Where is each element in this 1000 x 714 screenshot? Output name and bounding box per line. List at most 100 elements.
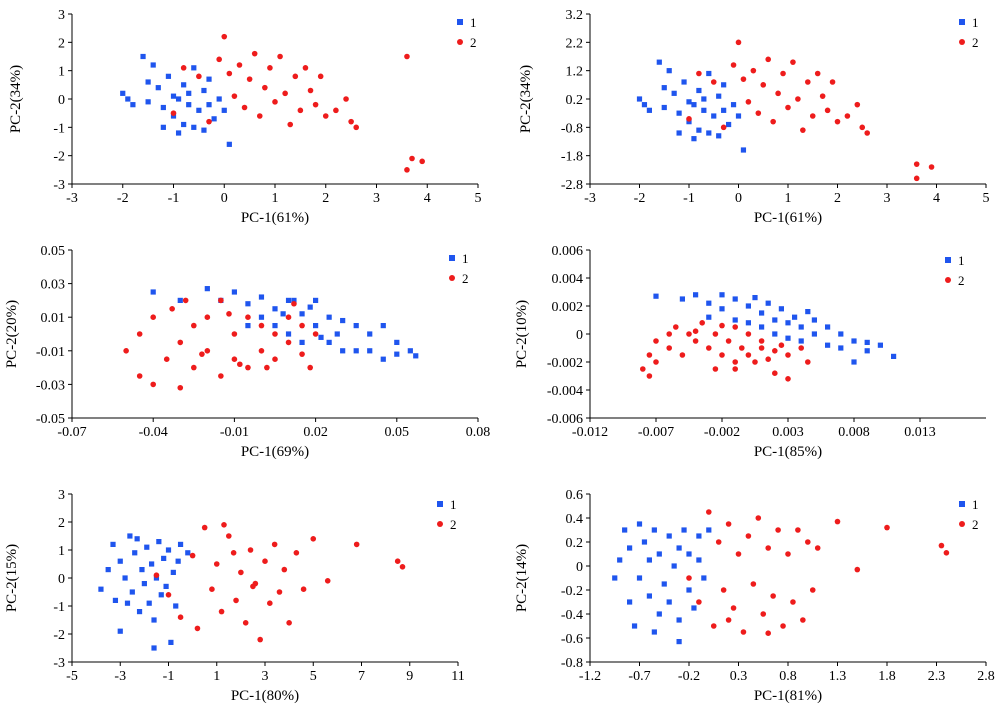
x-tick-label: 0 xyxy=(221,191,228,206)
data-point-series-2 xyxy=(795,527,801,533)
data-point-series-1 xyxy=(367,348,373,354)
data-point-series-2 xyxy=(646,352,653,358)
data-point-series-1 xyxy=(245,301,251,307)
data-point-series-1 xyxy=(221,107,227,113)
data-point-series-2 xyxy=(238,569,244,576)
data-point-series-1 xyxy=(706,130,712,136)
legend-marker-square xyxy=(449,255,455,261)
data-point-series-2 xyxy=(706,345,712,351)
data-point-series-2 xyxy=(182,297,189,304)
data-point-series-1 xyxy=(98,586,104,592)
data-point-series-2 xyxy=(221,33,228,40)
data-point-series-1 xyxy=(170,569,176,575)
x-tick-label: 3 xyxy=(262,669,269,684)
data-point-series-2 xyxy=(258,348,265,354)
data-point-series-1 xyxy=(679,296,685,302)
data-point-series-1 xyxy=(811,317,817,323)
data-point-series-2 xyxy=(679,352,686,358)
data-point-series-1 xyxy=(299,311,305,317)
data-point-series-1 xyxy=(112,597,119,603)
scatter-panel-2: -3 -2 -1 0 1 2 3 4 5 -2.8 -1.8 -0.8 0.2 1.2 2.2 3.2 PC-1… xyxy=(518,8,990,226)
data-point-series-2 xyxy=(755,515,762,521)
data-point-series-2 xyxy=(191,322,197,329)
y-tick-label: 0.4 xyxy=(566,512,584,527)
data-point-series-1 xyxy=(851,359,857,365)
data-point-series-1 xyxy=(676,545,682,551)
data-point-series-2 xyxy=(262,558,268,564)
data-point-series-1 xyxy=(318,334,324,340)
data-point-series-1 xyxy=(825,342,831,348)
data-point-series-1 xyxy=(146,600,152,606)
data-point-series-2 xyxy=(692,328,699,335)
y-tick-label: -0.004 xyxy=(547,384,583,399)
legend-label: 1 xyxy=(972,497,979,512)
data-point-series-2 xyxy=(231,331,238,337)
y-tick-label: 1 xyxy=(58,544,65,559)
data-point-series-1 xyxy=(627,599,633,605)
legend-label: 1 xyxy=(958,253,965,268)
x-tick-label: 0 xyxy=(735,191,742,206)
data-point-series-2 xyxy=(287,121,294,128)
data-point-series-2 xyxy=(719,322,725,329)
data-point-series-2 xyxy=(805,359,811,365)
data-point-series-1 xyxy=(120,90,126,96)
data-point-series-2 xyxy=(745,533,752,539)
data-point-series-2 xyxy=(123,348,129,354)
data-point-series-2 xyxy=(226,311,232,317)
legend-label: 2 xyxy=(972,35,979,50)
x-tick-label: -0.04 xyxy=(139,425,168,440)
data-point-series-1 xyxy=(825,324,831,330)
data-point-series-1 xyxy=(716,133,722,139)
x-tick-label: -0.2 xyxy=(678,669,700,684)
data-point-series-1 xyxy=(721,107,727,113)
data-point-series-1 xyxy=(719,292,725,298)
data-point-series-1 xyxy=(407,348,413,354)
y-tick-label: 2.2 xyxy=(566,36,584,51)
data-point-series-2 xyxy=(844,113,851,119)
legend-label: 1 xyxy=(470,15,477,30)
data-point-series-1 xyxy=(617,557,623,563)
data-point-series-2 xyxy=(824,107,831,114)
data-point-series-2 xyxy=(245,314,251,321)
data-point-series-2 xyxy=(277,53,283,60)
data-point-series-2 xyxy=(760,82,767,88)
data-point-series-2 xyxy=(750,581,757,587)
data-point-series-1 xyxy=(646,107,652,113)
data-point-series-2 xyxy=(293,550,300,556)
data-point-series-1 xyxy=(805,309,811,315)
data-point-series-1 xyxy=(136,609,143,615)
data-point-series-1 xyxy=(326,339,332,345)
data-point-series-2 xyxy=(404,53,410,60)
y-axis-title: PC-2(14%) xyxy=(514,544,530,612)
data-point-series-2 xyxy=(333,107,339,114)
data-point-series-1 xyxy=(752,295,758,301)
x-axis-title: PC-1(85%) xyxy=(754,444,822,460)
legend-label: 2 xyxy=(470,35,477,50)
data-point-series-2 xyxy=(758,338,765,344)
x-tick-label: 0.05 xyxy=(385,425,410,440)
data-point-series-1 xyxy=(706,314,712,320)
data-point-series-1 xyxy=(105,567,111,573)
data-point-series-2 xyxy=(730,605,737,611)
data-point-series-2 xyxy=(800,127,806,133)
data-point-series-2 xyxy=(170,110,177,116)
y-axis-title: PC-2(34%) xyxy=(518,65,534,133)
data-point-series-1 xyxy=(145,99,151,105)
data-point-series-2 xyxy=(719,352,725,358)
data-point-series-1 xyxy=(141,581,147,587)
data-point-series-1 xyxy=(686,551,692,557)
data-point-series-1 xyxy=(706,527,712,533)
y-tick-label: 2 xyxy=(58,36,65,51)
data-point-series-2 xyxy=(699,320,705,326)
data-point-series-1 xyxy=(313,323,319,329)
data-point-series-2 xyxy=(221,522,227,528)
y-tick-label: -2 xyxy=(53,628,65,643)
data-point-series-1 xyxy=(745,303,751,309)
data-point-series-1 xyxy=(716,93,722,99)
data-point-series-2 xyxy=(913,175,920,182)
data-point-series-2 xyxy=(165,592,172,598)
data-point-series-2 xyxy=(755,110,762,116)
data-point-series-2 xyxy=(241,104,248,111)
data-point-series-1 xyxy=(622,527,628,533)
y-tick-label: -0.01 xyxy=(36,345,65,360)
